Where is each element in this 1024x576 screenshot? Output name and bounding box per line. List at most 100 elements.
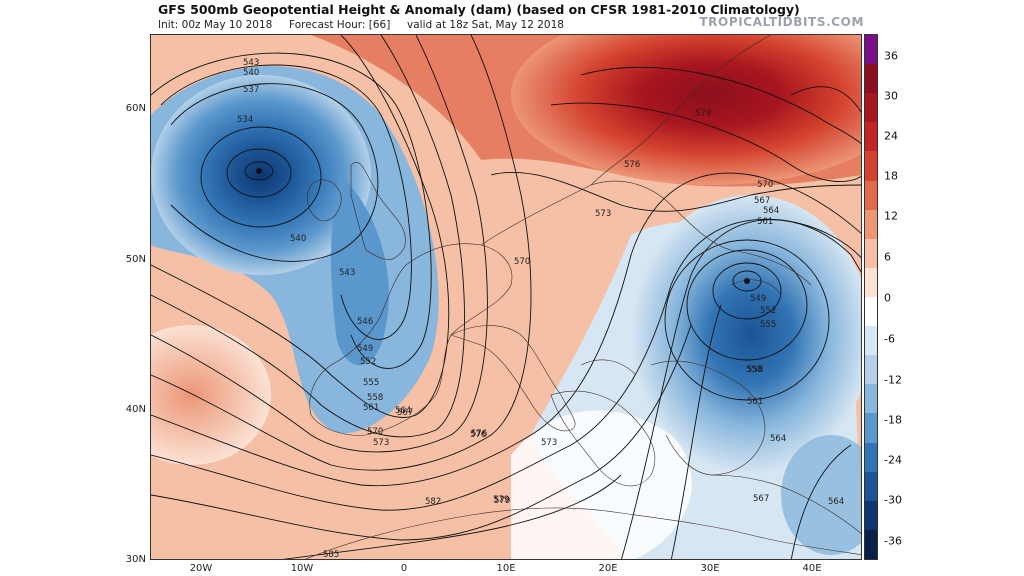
brand-watermark: TROPICALTIDBITS.COM: [699, 15, 864, 29]
contour-label: 570: [757, 180, 773, 190]
warm-anomaly-scandinavia: [511, 35, 861, 185]
lat-label-40n: 40N: [125, 404, 146, 415]
cold-anomaly-middle-east: [781, 435, 861, 555]
lat-label-50n: 50N: [125, 254, 146, 265]
contour-label: 558: [367, 393, 383, 403]
colorbar-segment: [865, 442, 877, 472]
colorbar-tick: -12: [884, 373, 902, 387]
contour-label-layer: 543 540 537 534 540 543 546 549 552 555 …: [237, 58, 844, 560]
colorbar-segment: [865, 296, 877, 327]
colorbar-tick: -18: [884, 413, 902, 427]
cold-anomaly-ukraine: [631, 195, 861, 475]
atlantic-low-marker: [256, 168, 262, 174]
contour-label: 570: [514, 257, 530, 267]
colorbar-tick: -6: [884, 332, 895, 346]
contour-label: 564: [770, 434, 786, 444]
colorbar-tick: 6: [884, 250, 891, 264]
warm-anomaly-atlantic: [151, 325, 271, 465]
colorbar-segment: [865, 122, 877, 152]
colorbar-segment: [865, 209, 877, 239]
init-time: Init: 00z May 10 2018: [158, 19, 273, 31]
contour-label: 546: [357, 317, 373, 327]
contour-label: 540: [243, 68, 259, 78]
low-center-markers: [256, 168, 750, 284]
contour-label: 567: [397, 408, 413, 418]
contour-label: 564: [763, 206, 779, 216]
colorbar-segment: [865, 355, 877, 385]
contour-label: 573: [373, 438, 389, 448]
colorbar-segment: [865, 326, 877, 356]
contour-label: 555: [760, 320, 776, 330]
contour-label: 570: [367, 427, 383, 437]
lon-label-0: 0: [400, 563, 408, 574]
contour-label: 573: [595, 209, 611, 219]
contour-label: 564: [828, 497, 844, 507]
lon-label-20w: 20W: [189, 563, 213, 574]
contour-label: 555: [363, 378, 379, 388]
lon-label-20e: 20E: [598, 563, 618, 574]
contour-label: 573: [541, 438, 557, 448]
contour-label: 579: [494, 496, 510, 506]
colorbar-tick: 30: [884, 89, 898, 103]
coastlines: [305, 35, 861, 559]
contour-label: 552: [760, 306, 776, 316]
colorbar-segment: [865, 471, 877, 501]
weather-map: 543 540 537 534 540 543 546 549 552 555 …: [150, 34, 862, 560]
contour-label: 579: [695, 109, 711, 119]
neutral-anomaly-mediterranean: [511, 410, 692, 559]
forecast-hour: Forecast Hour: [66]: [289, 19, 391, 31]
contour-label: 543: [243, 58, 259, 68]
colorbar-tick: -36: [884, 534, 902, 548]
contour-label: 537: [243, 85, 259, 95]
contour-label: 567: [754, 196, 770, 206]
contour-label: 561: [363, 403, 379, 413]
lat-label-60n: 60N: [125, 103, 146, 114]
colorbar-segment: [865, 413, 877, 443]
contour-label: 579: [493, 495, 509, 505]
contour-label: 576: [471, 429, 487, 439]
contour-label: 534: [237, 115, 253, 125]
colorbar-tick: 0: [884, 291, 891, 305]
colorbar-tick: 18: [884, 169, 898, 183]
colorbar-segment: [865, 93, 877, 123]
colorbar-segment: [865, 267, 877, 297]
contour-label: 567: [753, 494, 769, 504]
colorbar-tick: -30: [884, 493, 902, 507]
contour-label: 561: [747, 397, 763, 407]
lon-label-10w: 10W: [290, 563, 314, 574]
contour-label: 558: [746, 365, 762, 375]
valid-time: valid at 18z Sat, May 12 2018: [407, 19, 564, 31]
map-canvas: 543 540 537 534 540 543 546 549 552 555 …: [151, 35, 861, 560]
chart-title: GFS 500mb Geopotential Height & Anomaly …: [158, 2, 800, 17]
lon-label-10e: 10E: [496, 563, 516, 574]
contour-label: 576: [470, 430, 486, 440]
contour-label: 558: [747, 365, 763, 375]
contour-label: 552: [360, 357, 376, 367]
contour-label: 549: [357, 344, 373, 354]
height-contours: [151, 35, 861, 559]
contour-label: 585: [323, 550, 339, 560]
colorbar-segment: [865, 64, 877, 94]
colorbar-segment: [865, 384, 877, 414]
lon-label-30e: 30E: [700, 563, 720, 574]
contour-label: 582: [425, 497, 441, 507]
lat-label-30n: 30N: [125, 554, 146, 565]
ukraine-low-marker: [744, 278, 750, 284]
chart-subtitle: Init: 00z May 10 2018 Forecast Hour: [66…: [158, 19, 564, 31]
anomaly-colorbar: [864, 34, 878, 560]
colorbar-tick: 36: [884, 49, 898, 63]
colorbar-segment: [865, 35, 877, 65]
contour-label: 540: [290, 234, 306, 244]
cold-anomaly-biscay: [331, 175, 389, 366]
colorbar-segment: [865, 500, 877, 530]
colorbar-segment: [865, 238, 877, 268]
colorbar-tick: 24: [884, 129, 898, 143]
contour-label: 564: [395, 406, 411, 416]
contour-label: 543: [339, 268, 355, 278]
colorbar-segment: [865, 529, 877, 559]
colorbar-segment: [865, 151, 877, 181]
colorbar-tick: 12: [884, 209, 898, 223]
colorbar-segment: [865, 180, 877, 210]
cold-anomaly-atlantic-core: [151, 75, 371, 275]
contour-label: 561: [757, 217, 773, 227]
